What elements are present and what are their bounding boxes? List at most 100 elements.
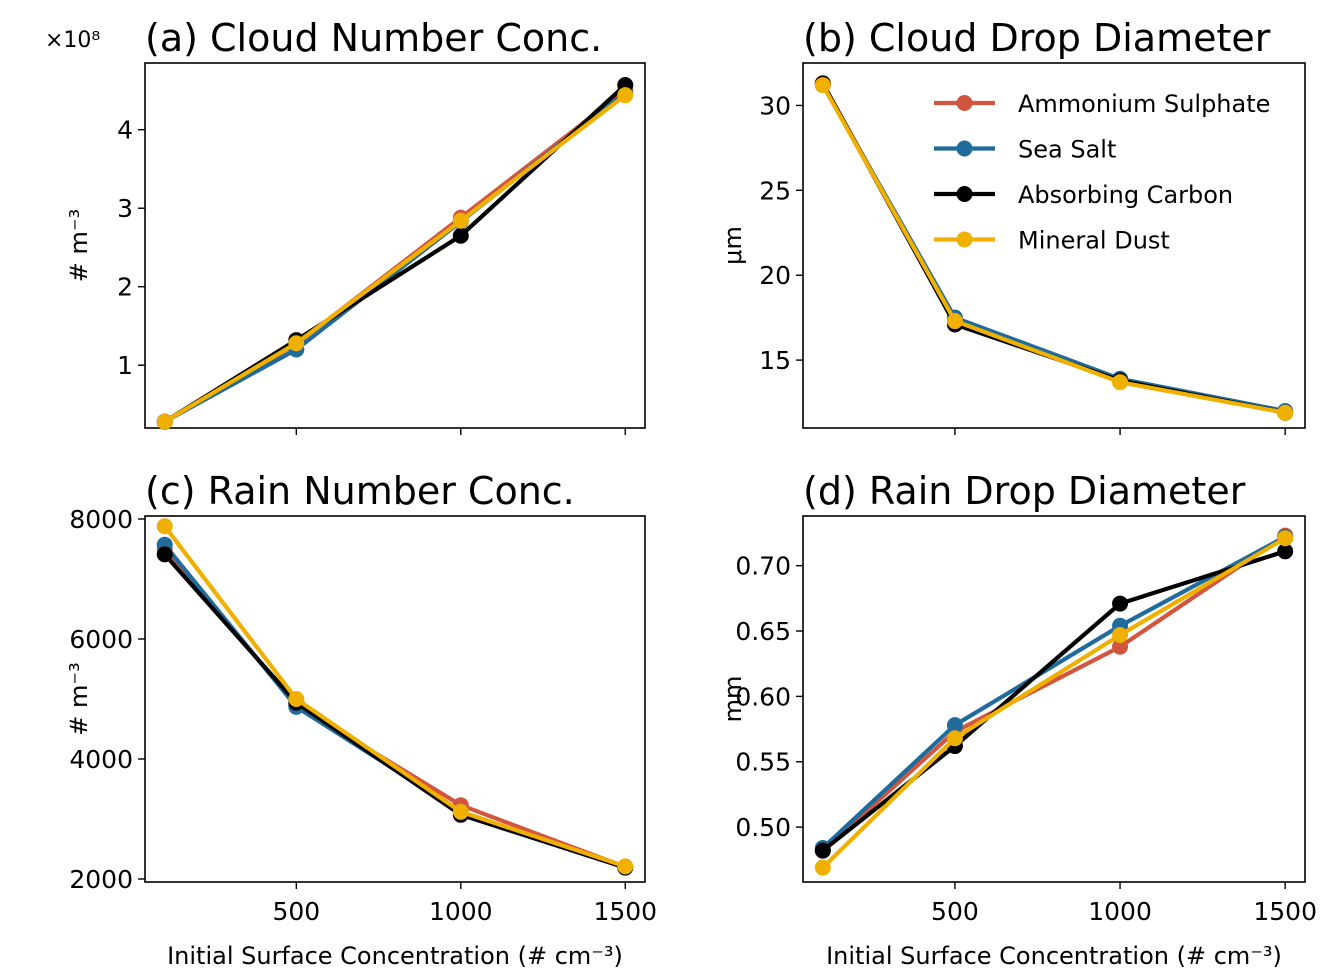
panel-title: (c) Rain Number Conc. bbox=[145, 469, 575, 513]
y-tick-label: 0.65 bbox=[735, 617, 791, 646]
y-tick-label: 0.60 bbox=[735, 682, 791, 711]
series-mineral-dust bbox=[156, 518, 634, 875]
panel-title: (b) Cloud Drop Diameter bbox=[803, 16, 1271, 60]
data-point bbox=[814, 77, 831, 94]
series-line bbox=[821, 536, 1287, 870]
legend-item-sea-salt: Sea Salt bbox=[934, 136, 1116, 164]
y-tick-label: 1 bbox=[117, 351, 133, 380]
panel-title: (a) Cloud Number Conc. bbox=[145, 16, 602, 60]
data-point bbox=[617, 87, 634, 104]
series-line bbox=[163, 83, 627, 424]
x-tick-label: 1500 bbox=[593, 897, 657, 926]
y-axis-label: mm bbox=[719, 676, 747, 723]
legend-swatch-marker bbox=[956, 95, 973, 111]
x-tick-label: 1500 bbox=[1253, 897, 1317, 926]
data-point bbox=[1277, 404, 1294, 421]
legend-label: Sea Salt bbox=[1018, 136, 1116, 164]
y-tick-label: 4 bbox=[117, 116, 133, 145]
series-line bbox=[821, 549, 1286, 853]
y-multiplier-label: ×10⁸ bbox=[45, 28, 100, 53]
panel-b: (b) Cloud Drop Diameter 15 20 25 30 μm Ammoniu… bbox=[719, 16, 1306, 435]
data-point bbox=[288, 335, 305, 352]
series-mineral-dust bbox=[814, 530, 1294, 876]
y-tick-label: 2000 bbox=[69, 865, 133, 894]
series-line bbox=[163, 547, 627, 869]
y-tick-label: 3 bbox=[117, 194, 133, 223]
data-point bbox=[1277, 530, 1294, 547]
series-line bbox=[820, 84, 1286, 415]
legend: Ammonium Sulphate Sea Salt Absorbing Carbo… bbox=[934, 90, 1270, 255]
legend-item-absorbing-carbon: Absorbing Carbon bbox=[934, 181, 1233, 209]
data-point bbox=[617, 858, 634, 875]
y-tick-label: 0.50 bbox=[735, 813, 791, 842]
x-axis-label: Initial Surface Concentration (# cm⁻³) bbox=[826, 942, 1282, 970]
x-axis-label: Initial Surface Concentration (# cm⁻³) bbox=[167, 942, 623, 970]
data-point bbox=[946, 730, 963, 747]
y-tick-label: 4000 bbox=[69, 745, 133, 774]
legend-label: Mineral Dust bbox=[1018, 227, 1170, 255]
data-point bbox=[814, 859, 831, 876]
y-tick-label: 25 bbox=[759, 176, 791, 205]
panel-a: (a) Cloud Number Conc. 1 2 3 4 ×10⁸ # m⁻³ bbox=[45, 16, 646, 435]
x-tick-label: 500 bbox=[931, 897, 979, 926]
data-point bbox=[814, 842, 831, 859]
y-tick-label: 0.70 bbox=[735, 552, 791, 581]
y-tick-label: 0.55 bbox=[735, 748, 791, 777]
series-sea-salt bbox=[156, 536, 634, 876]
legend-swatch-marker bbox=[956, 186, 973, 202]
data-point bbox=[288, 691, 305, 707]
axes-frame bbox=[144, 515, 646, 883]
data-point bbox=[156, 518, 173, 535]
panel-d: (d) Rain Drop Diameter 500 1000 1500 0.50 0.5… bbox=[719, 469, 1317, 970]
data-point bbox=[452, 227, 469, 244]
data-point bbox=[1112, 626, 1129, 643]
y-axis-label: # m⁻³ bbox=[65, 209, 93, 282]
series-mineral-dust bbox=[814, 77, 1294, 421]
series-ammonium-sulphate bbox=[156, 541, 634, 875]
x-tick-label: 1000 bbox=[429, 897, 493, 926]
axes-frame bbox=[802, 515, 1306, 883]
data-point bbox=[156, 413, 173, 430]
axes-frame bbox=[802, 62, 1306, 429]
series-line bbox=[163, 553, 626, 870]
y-tick-label: 6000 bbox=[69, 625, 133, 654]
legend-label: Absorbing Carbon bbox=[1018, 181, 1233, 209]
y-tick-label: 15 bbox=[759, 346, 791, 375]
series-line bbox=[163, 88, 627, 424]
y-tick-label: 8000 bbox=[69, 505, 133, 534]
data-point bbox=[452, 803, 469, 820]
data-point bbox=[946, 717, 963, 734]
data-point bbox=[1112, 374, 1129, 391]
series-mineral-dust bbox=[156, 87, 634, 430]
data-point bbox=[1277, 543, 1294, 560]
y-tick-label: 30 bbox=[759, 91, 791, 120]
legend-item-ammonium-sulphate: Ammonium Sulphate bbox=[934, 90, 1270, 118]
series-ammonium-sulphate bbox=[156, 82, 634, 430]
y-tick-label: 20 bbox=[759, 261, 791, 290]
series-absorbing-carbon bbox=[814, 543, 1294, 859]
axes-frame bbox=[144, 62, 646, 429]
data-point bbox=[452, 212, 469, 229]
legend-item-mineral-dust: Mineral Dust bbox=[934, 227, 1170, 255]
legend-swatch-marker bbox=[956, 231, 973, 248]
y-tick-label: 2 bbox=[117, 273, 133, 302]
legend-label: Ammonium Sulphate bbox=[1018, 90, 1270, 118]
series-sea-salt bbox=[156, 84, 634, 430]
series-line bbox=[163, 543, 626, 870]
legend-swatch-marker bbox=[956, 140, 973, 157]
data-point bbox=[1112, 595, 1129, 612]
data-point bbox=[156, 546, 173, 563]
series-absorbing-carbon bbox=[156, 546, 634, 876]
series-line bbox=[163, 524, 626, 869]
x-tick-label: 500 bbox=[272, 897, 320, 926]
panel-title: (d) Rain Drop Diameter bbox=[803, 469, 1246, 513]
series-absorbing-carbon bbox=[156, 76, 634, 430]
data-point bbox=[1112, 638, 1129, 655]
y-axis-label: # m⁻³ bbox=[65, 662, 93, 735]
y-axis-label: μm bbox=[719, 226, 747, 265]
panel-c: (c) Rain Number Conc. 500 1000 1500 2000 4000… bbox=[65, 469, 657, 970]
x-tick-label: 1000 bbox=[1088, 897, 1152, 926]
data-point bbox=[946, 313, 963, 330]
series-line bbox=[821, 533, 1287, 853]
